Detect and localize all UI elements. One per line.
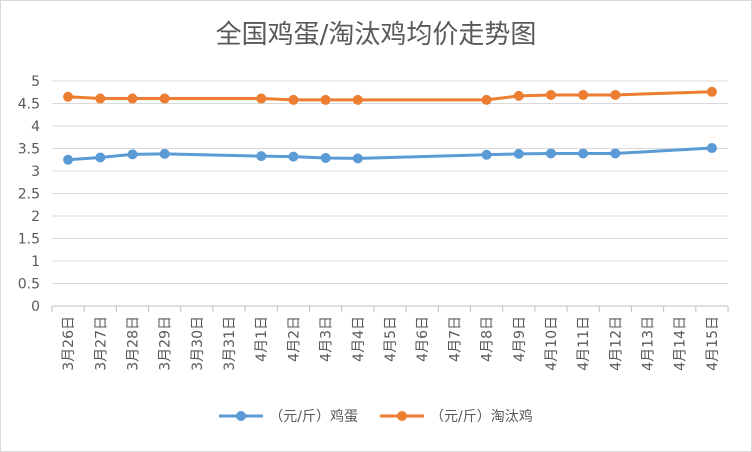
data-point [127, 93, 138, 104]
x-tick-label: 4月2日 [286, 316, 302, 362]
y-tick-label: 3.5 [18, 142, 40, 158]
data-point [159, 93, 170, 104]
series-line-1 [68, 90, 712, 102]
y-tick-label: 2.5 [18, 187, 40, 203]
y-tick-label: 1 [31, 254, 40, 270]
legend-label-eggs: （元/斤）鸡蛋 [269, 409, 358, 425]
data-point [127, 149, 138, 160]
x-tick-label: 4月5日 [383, 316, 399, 362]
data-point [288, 94, 299, 105]
x-tick-label: 4月1日 [254, 316, 270, 362]
data-point [256, 93, 267, 104]
legend-item-eggs: （元/斤）鸡蛋 [219, 406, 358, 426]
data-point [159, 148, 170, 159]
legend: （元/斤）鸡蛋 （元/斤）淘汰鸡 [0, 406, 752, 426]
legend-label-culled-hens: （元/斤）淘汰鸡 [430, 409, 533, 425]
data-point [578, 89, 589, 100]
data-point [256, 151, 267, 162]
x-tick-label: 3月28日 [125, 316, 141, 371]
x-tick-label: 4月8日 [480, 316, 496, 362]
y-tick-label: 3 [31, 164, 40, 180]
y-tick-label: 0.5 [18, 277, 40, 293]
y-tick-label: 0 [31, 299, 40, 315]
x-tick-label: 4月10日 [544, 316, 560, 371]
data-point [63, 91, 74, 102]
data-point [63, 154, 74, 165]
x-tick-label: 4月7日 [447, 316, 463, 362]
data-point [481, 149, 492, 160]
y-tick-label: 2 [31, 209, 40, 225]
legend-swatch-culled-hens [380, 409, 424, 423]
x-tick-label: 4月14日 [673, 316, 689, 371]
data-point [545, 148, 556, 159]
x-tick-label: 4月9日 [512, 316, 528, 362]
y-tick-label: 4.5 [18, 97, 40, 113]
y-tick-label: 5 [31, 74, 40, 90]
legend-item-culled-hens: （元/斤）淘汰鸡 [380, 406, 533, 426]
data-point [481, 94, 492, 105]
x-tick-label: 4月3日 [319, 316, 335, 362]
data-point [95, 93, 106, 104]
x-tick-label: 3月31日 [222, 316, 238, 371]
chart-title: 全国鸡蛋/淘汰鸡均价走势图 [215, 20, 537, 50]
x-tick-label: 4月15日 [705, 316, 721, 371]
x-tick-label: 4月13日 [641, 316, 657, 371]
data-point [513, 90, 524, 101]
data-point [352, 94, 363, 105]
data-point [706, 86, 717, 97]
x-tick-label: 3月30日 [190, 316, 206, 371]
data-point [95, 152, 106, 163]
data-point [610, 148, 621, 159]
x-tick-label: 3月27日 [93, 316, 109, 371]
series-line-0 [67, 146, 712, 162]
x-tick-label: 4月11日 [576, 316, 592, 371]
data-point [320, 152, 331, 163]
x-tick-label: 4月12日 [608, 316, 624, 371]
data-point [706, 143, 717, 154]
y-tick-label: 1.5 [18, 232, 40, 248]
x-tick-label: 4月4日 [351, 316, 367, 362]
x-tick-label: 3月26日 [61, 316, 77, 371]
data-point [610, 89, 621, 100]
y-tick-label: 4 [31, 119, 40, 135]
data-point [578, 148, 589, 159]
x-tick-label: 4月6日 [415, 316, 431, 362]
data-point [320, 94, 331, 105]
data-point [352, 153, 363, 164]
data-point [288, 151, 299, 162]
legend-swatch-eggs [219, 409, 264, 423]
data-point [513, 148, 524, 159]
data-point [545, 89, 556, 100]
x-tick-label: 3月29日 [158, 316, 174, 371]
